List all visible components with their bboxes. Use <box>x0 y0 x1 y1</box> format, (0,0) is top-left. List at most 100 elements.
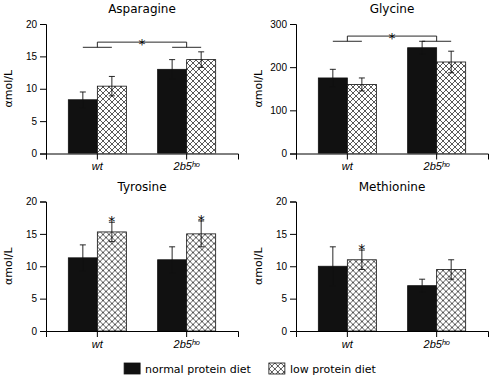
tick-mark <box>290 202 296 203</box>
tick-label: 0 <box>281 326 287 337</box>
tick-mark <box>347 331 348 337</box>
tick: 0 <box>281 326 296 337</box>
legend-label: normal protein diet <box>145 363 251 376</box>
tick-mark <box>40 331 46 332</box>
tick-label: 20 <box>26 196 38 207</box>
tick: 10 <box>276 261 296 272</box>
title: Methionine <box>359 180 426 194</box>
legend-item: low protein diet <box>269 363 377 376</box>
tick: 2b5ʰᵒ <box>173 331 201 350</box>
tick-mark <box>40 266 46 267</box>
tick: wt <box>92 331 104 350</box>
x-axis: wt 2b5ʰᵒ <box>297 154 489 173</box>
tick-mark <box>290 234 296 235</box>
y-axis: 0 5 10 15 20 <box>276 196 297 337</box>
tick-label: 2b5ʰᵒ <box>423 160 451 172</box>
error-bar <box>169 247 175 273</box>
bar <box>158 69 187 153</box>
tick: 10 <box>26 83 46 94</box>
tick: 5 <box>31 116 46 127</box>
tick: 5 <box>31 293 46 304</box>
title: Glycine <box>370 2 415 16</box>
error-bar <box>419 279 425 292</box>
tick-label: 0 <box>281 148 287 159</box>
annotation: * <box>139 36 146 52</box>
tick-label: 15 <box>26 51 38 62</box>
error-bar <box>448 51 454 73</box>
tick-label: 20 <box>26 19 38 30</box>
tick-mark <box>436 331 437 337</box>
tick-label: 2b5ʰᵒ <box>173 338 201 350</box>
tick: wt <box>342 154 354 173</box>
legend-label: low protein diet <box>290 363 377 376</box>
tick-label: 200 <box>270 62 287 73</box>
axis-line <box>47 332 239 338</box>
tick-label: 2b5ʰᵒ <box>423 338 451 350</box>
tick-label: 15 <box>26 229 38 240</box>
tick-mark <box>186 154 187 160</box>
tick: wt <box>342 331 354 350</box>
annotation: * <box>389 30 396 46</box>
y-axis: 0 5 10 15 20 <box>26 196 47 337</box>
tick: 300 <box>270 19 296 30</box>
tick-mark <box>40 299 46 300</box>
tick-mark <box>290 67 296 68</box>
tick-mark <box>347 154 348 160</box>
tick-label: 20 <box>276 196 288 207</box>
tick: 0 <box>281 148 296 159</box>
tick-label: 300 <box>270 19 287 30</box>
tick-mark <box>290 266 296 267</box>
tick-label: 10 <box>26 83 38 94</box>
bar <box>97 232 126 331</box>
tick-mark <box>97 331 98 337</box>
tick-mark <box>290 331 296 332</box>
tick-label: 100 <box>270 105 287 116</box>
tick: 10 <box>26 261 46 272</box>
tick-mark <box>40 202 46 203</box>
axis-title: αmol/L <box>252 69 265 107</box>
tick-label: wt <box>342 160 354 172</box>
tick-label: wt <box>342 338 354 350</box>
tick-mark <box>290 299 296 300</box>
tick: 15 <box>26 51 46 62</box>
axis-line <box>47 154 239 160</box>
title: Tyrosine <box>116 180 166 194</box>
x-axis: wt 2b5ʰᵒ <box>47 331 239 350</box>
tick: 2b5ʰᵒ <box>423 154 451 173</box>
panel: 05101520wt2b5ʰᵒAsparagineαmol/L* <box>2 2 239 172</box>
legend: normal protein diet low protein diet <box>124 363 376 376</box>
bar <box>318 78 347 154</box>
tick-mark <box>290 154 296 155</box>
error-bar <box>330 69 336 86</box>
tick-mark <box>290 24 296 25</box>
annotation: * <box>358 241 365 257</box>
axis-title: αmol/L <box>2 247 15 285</box>
error-bar <box>330 247 336 286</box>
tick-label: 5 <box>31 116 37 127</box>
tick: 20 <box>26 19 46 30</box>
bar <box>347 260 376 331</box>
bar <box>347 84 376 153</box>
legend-item: normal protein diet <box>124 363 251 376</box>
tick: 15 <box>26 229 46 240</box>
panel: 0 5 10 15 20 wt 2b5ʰᵒ Methionine αmol/L * <box>252 180 489 350</box>
tick-label: 5 <box>281 293 287 304</box>
error-bar <box>419 41 425 54</box>
tick-mark <box>40 154 46 155</box>
axis-line <box>297 332 489 338</box>
tick-label: 15 <box>276 229 288 240</box>
bar <box>408 48 437 154</box>
error-bar <box>448 260 454 279</box>
marks <box>68 52 215 154</box>
axis-line <box>290 202 297 332</box>
panel: 0 100 200 300 wt 2b5ʰᵒ Glycine αmol/L * <box>252 2 489 172</box>
tick: 5 <box>281 293 296 304</box>
axis-line <box>40 202 47 332</box>
error-bar <box>80 245 86 271</box>
tick-mark <box>40 121 46 122</box>
tick-mark <box>290 110 296 111</box>
axis-title: αmol/L <box>252 247 265 285</box>
tick-mark <box>40 24 46 25</box>
tick: 0 <box>31 326 46 337</box>
legend-swatch <box>124 363 140 374</box>
